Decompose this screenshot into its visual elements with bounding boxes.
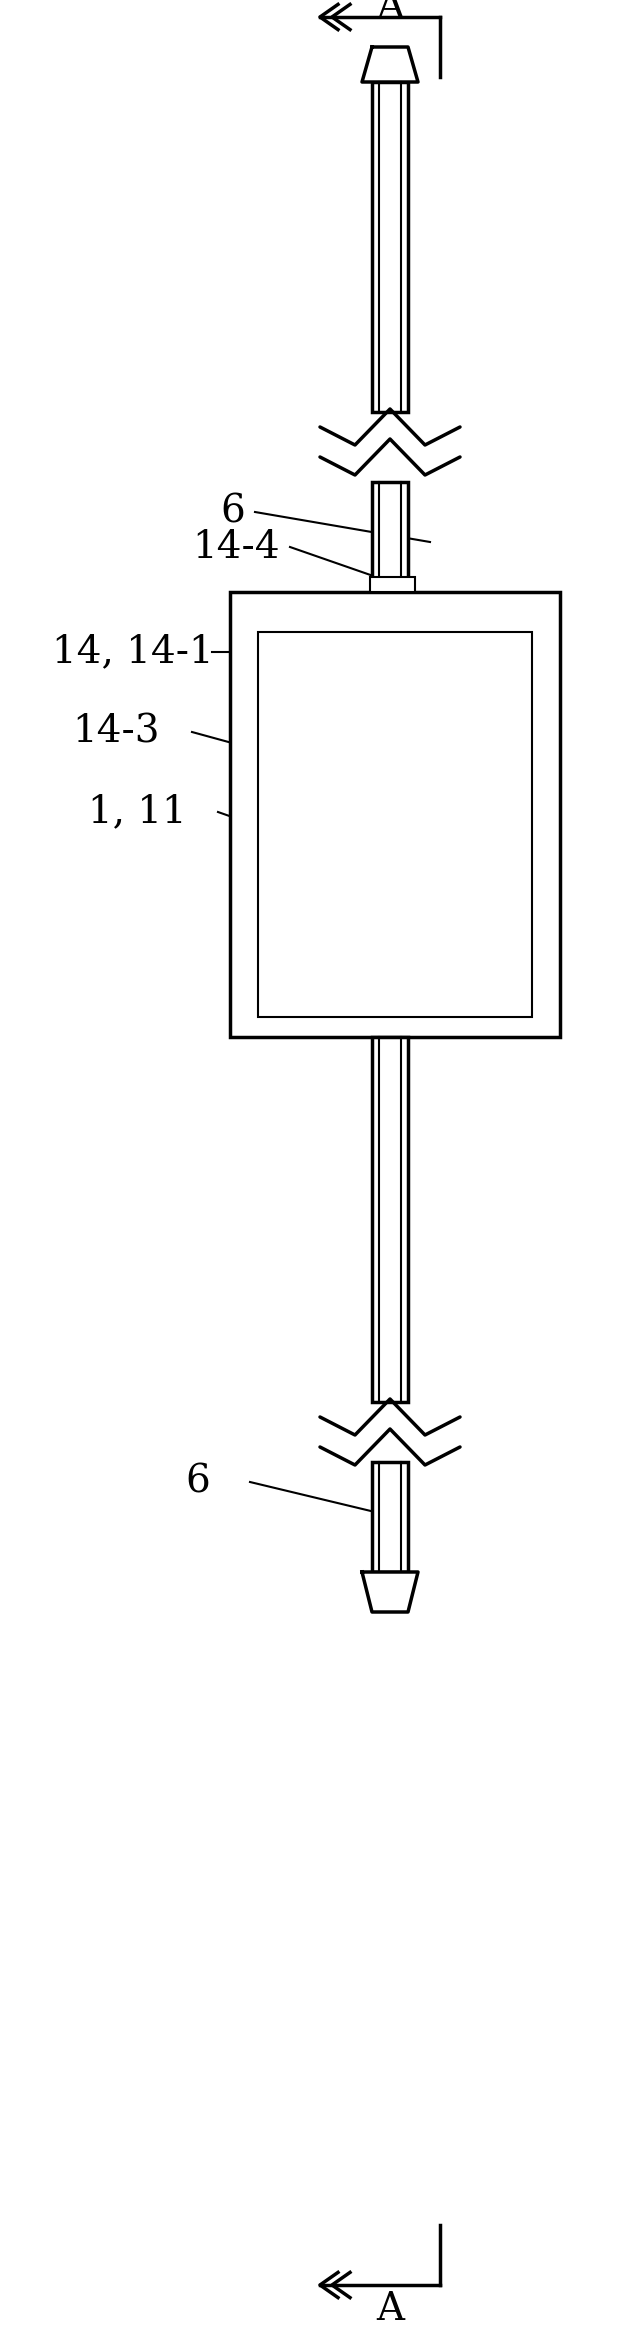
Bar [372, 483, 408, 592]
Text: A: A [376, 0, 404, 26]
Bar [230, 592, 560, 1038]
Bar [372, 1462, 408, 1572]
Bar [372, 82, 408, 413]
Bar [372, 1038, 408, 1402]
Text: A: A [376, 2292, 404, 2327]
Bar [258, 632, 532, 1017]
Text: 14-3: 14-3 [72, 714, 160, 751]
Polygon shape [362, 47, 418, 82]
Text: 14, 14-1: 14, 14-1 [52, 634, 214, 672]
Bar [370, 576, 415, 592]
Text: 6: 6 [186, 1464, 210, 1499]
Polygon shape [362, 1572, 418, 1611]
Text: 1, 11: 1, 11 [88, 793, 187, 830]
Text: 14-4: 14-4 [192, 529, 280, 564]
Text: 6: 6 [220, 494, 245, 529]
